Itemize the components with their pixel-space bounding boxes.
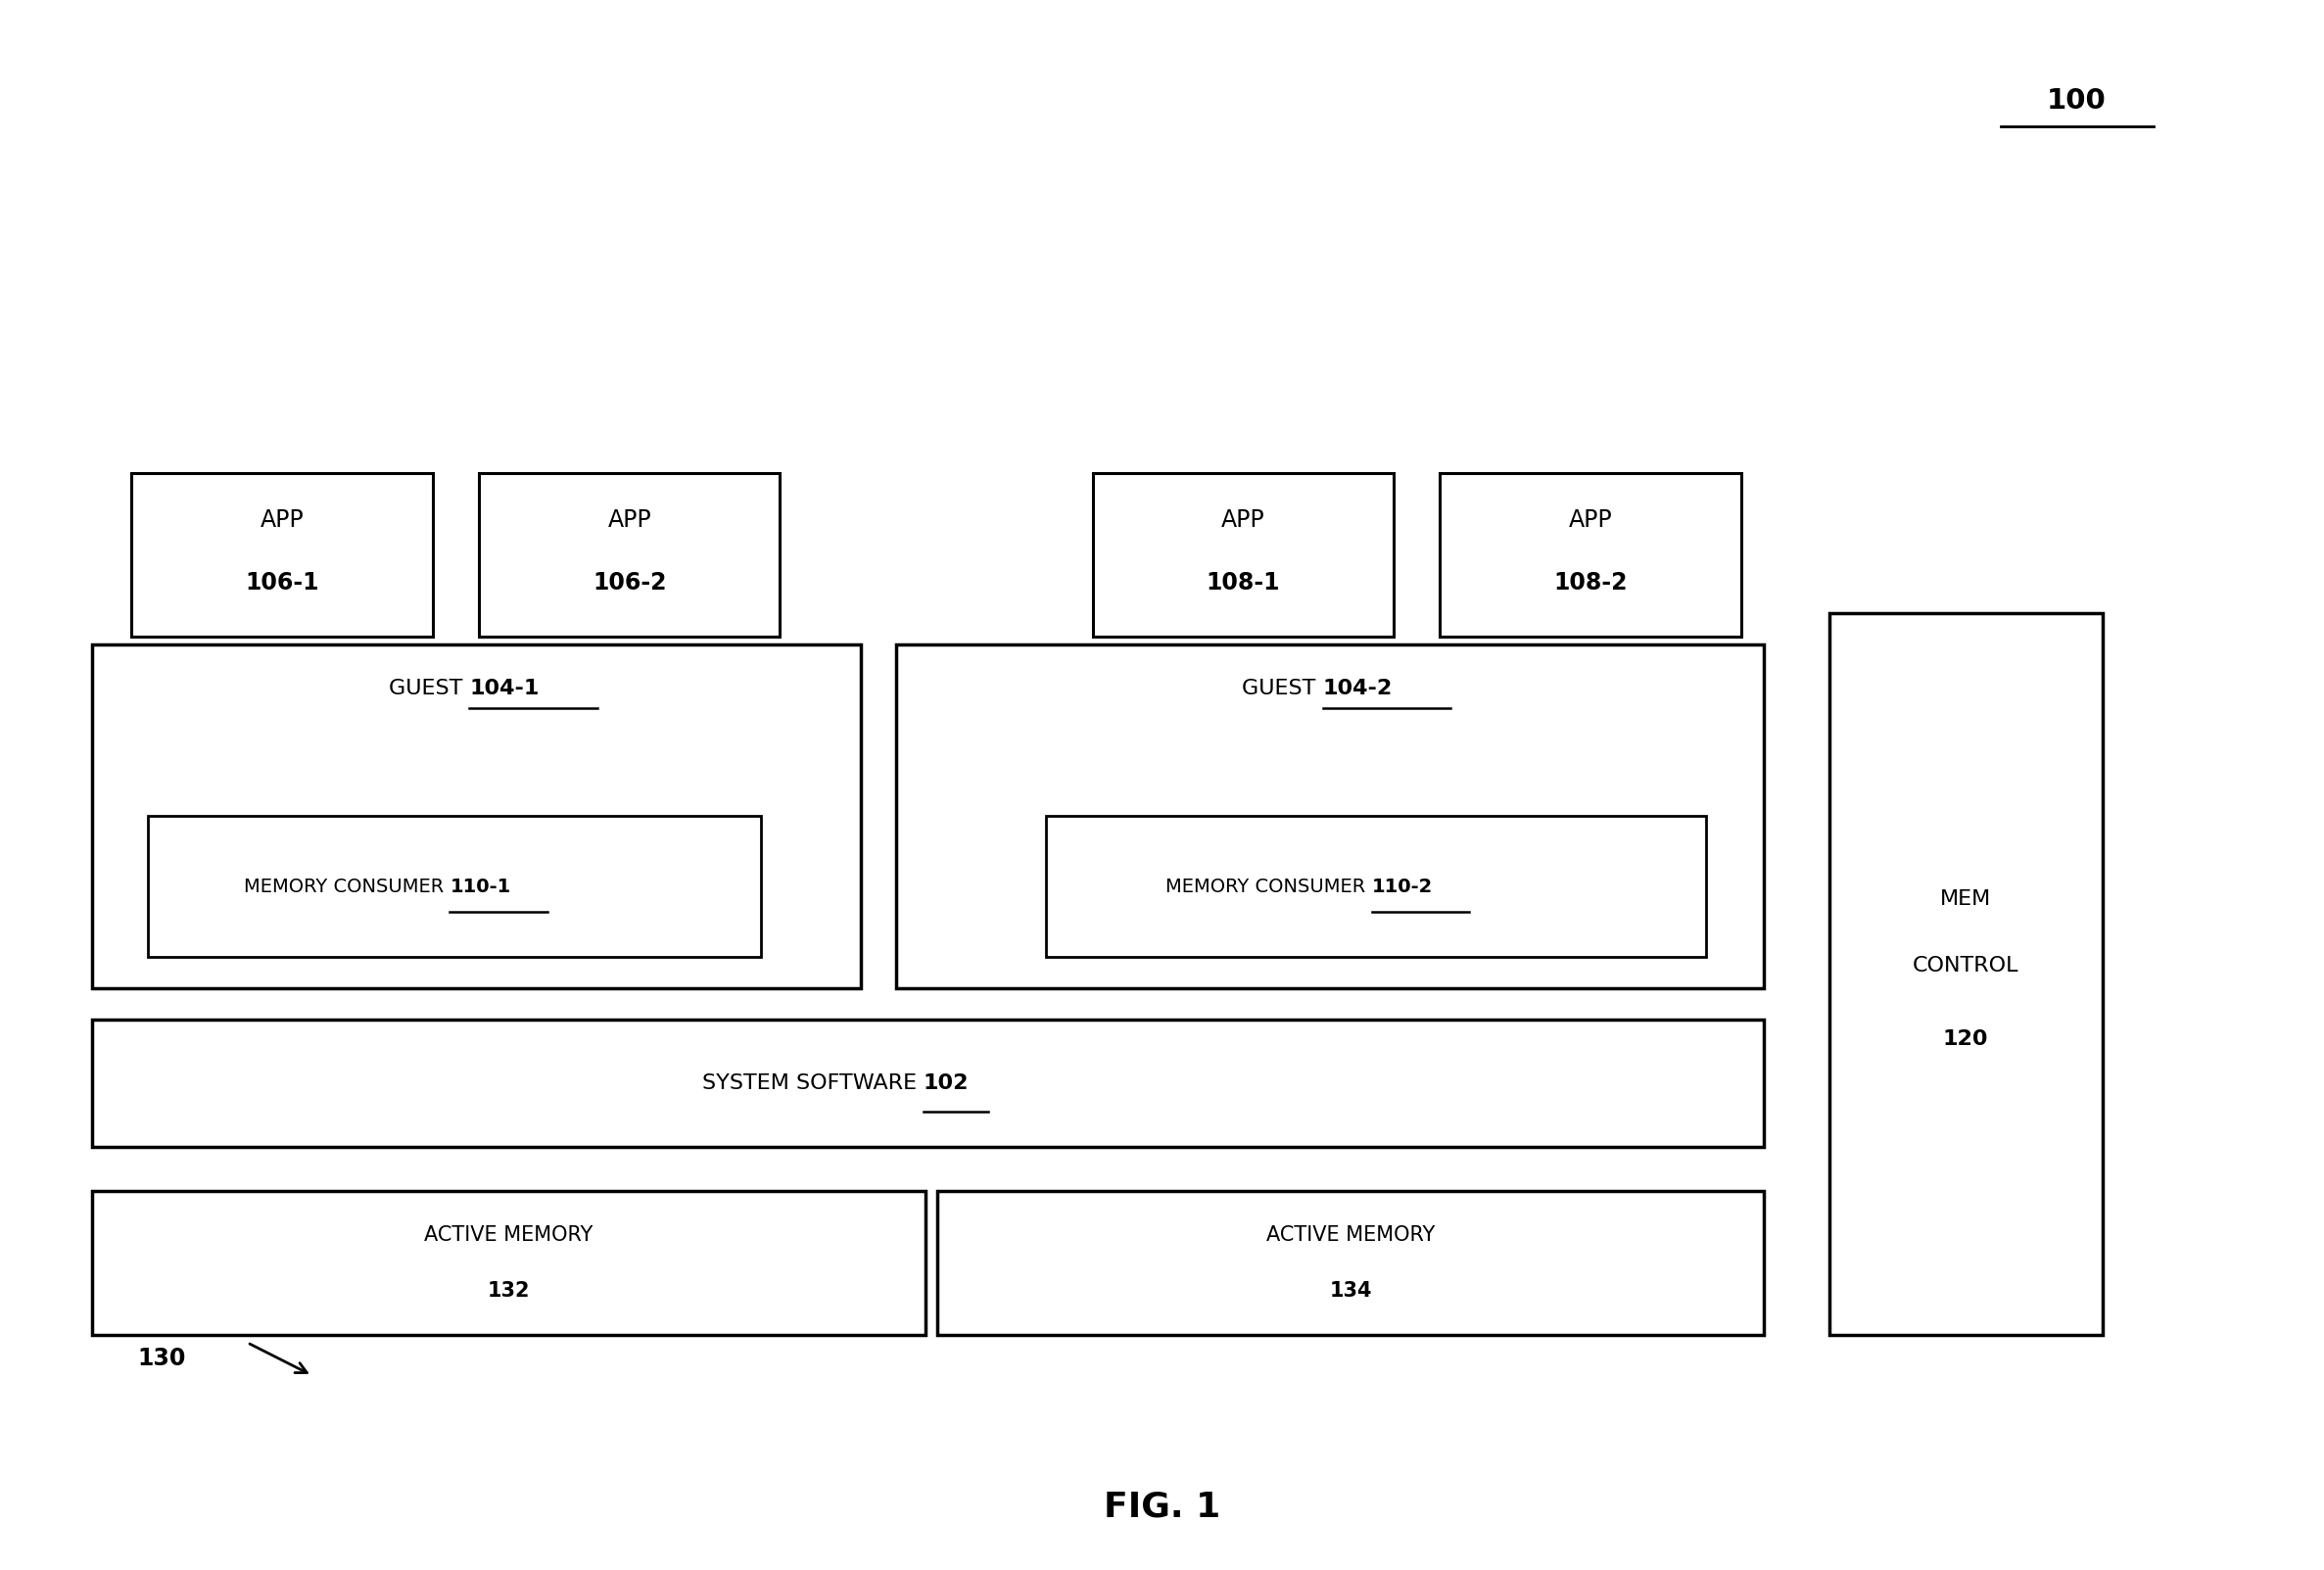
Text: MEMORY CONSUMER: MEMORY CONSUMER <box>244 878 451 896</box>
Bar <box>93 644 860 988</box>
Text: APP: APP <box>1569 509 1613 532</box>
Text: ACTIVE MEMORY: ACTIVE MEMORY <box>1267 1225 1436 1245</box>
Text: 100: 100 <box>2047 88 2106 115</box>
Text: 132: 132 <box>488 1281 530 1302</box>
Text: 104-2: 104-2 <box>1322 678 1392 699</box>
Text: 130: 130 <box>137 1347 186 1371</box>
Bar <box>895 644 1764 988</box>
Text: APP: APP <box>1220 509 1264 532</box>
Text: 108-1: 108-1 <box>1206 571 1281 595</box>
Text: ACTIVE MEMORY: ACTIVE MEMORY <box>425 1225 593 1245</box>
Bar <box>132 473 432 636</box>
Text: APP: APP <box>260 509 304 532</box>
Bar <box>937 1192 1764 1334</box>
Text: 110-1: 110-1 <box>451 878 511 896</box>
Text: FIG. 1: FIG. 1 <box>1104 1490 1220 1523</box>
Text: GUEST: GUEST <box>388 678 469 699</box>
Text: 104-1: 104-1 <box>469 678 539 699</box>
Text: CONTROL: CONTROL <box>1913 956 2020 977</box>
Text: SYSTEM SOFTWARE: SYSTEM SOFTWARE <box>702 1074 923 1093</box>
Text: MEM: MEM <box>1941 889 1992 909</box>
Text: GUEST: GUEST <box>1241 678 1322 699</box>
Bar <box>1829 614 2103 1334</box>
Text: 106-2: 106-2 <box>593 571 667 595</box>
Text: 120: 120 <box>1943 1030 1989 1049</box>
Text: APP: APP <box>607 509 651 532</box>
Bar <box>479 473 781 636</box>
Bar <box>149 816 762 956</box>
Bar <box>1092 473 1394 636</box>
Bar <box>93 1192 925 1334</box>
Bar <box>1046 816 1706 956</box>
Text: 106-1: 106-1 <box>244 571 318 595</box>
Text: 108-2: 108-2 <box>1552 571 1627 595</box>
Bar <box>1441 473 1741 636</box>
Text: MEMORY CONSUMER: MEMORY CONSUMER <box>1164 878 1371 896</box>
Text: 110-2: 110-2 <box>1371 878 1432 896</box>
Text: 134: 134 <box>1329 1281 1371 1302</box>
Bar <box>93 1019 1764 1148</box>
Text: 102: 102 <box>923 1074 969 1093</box>
